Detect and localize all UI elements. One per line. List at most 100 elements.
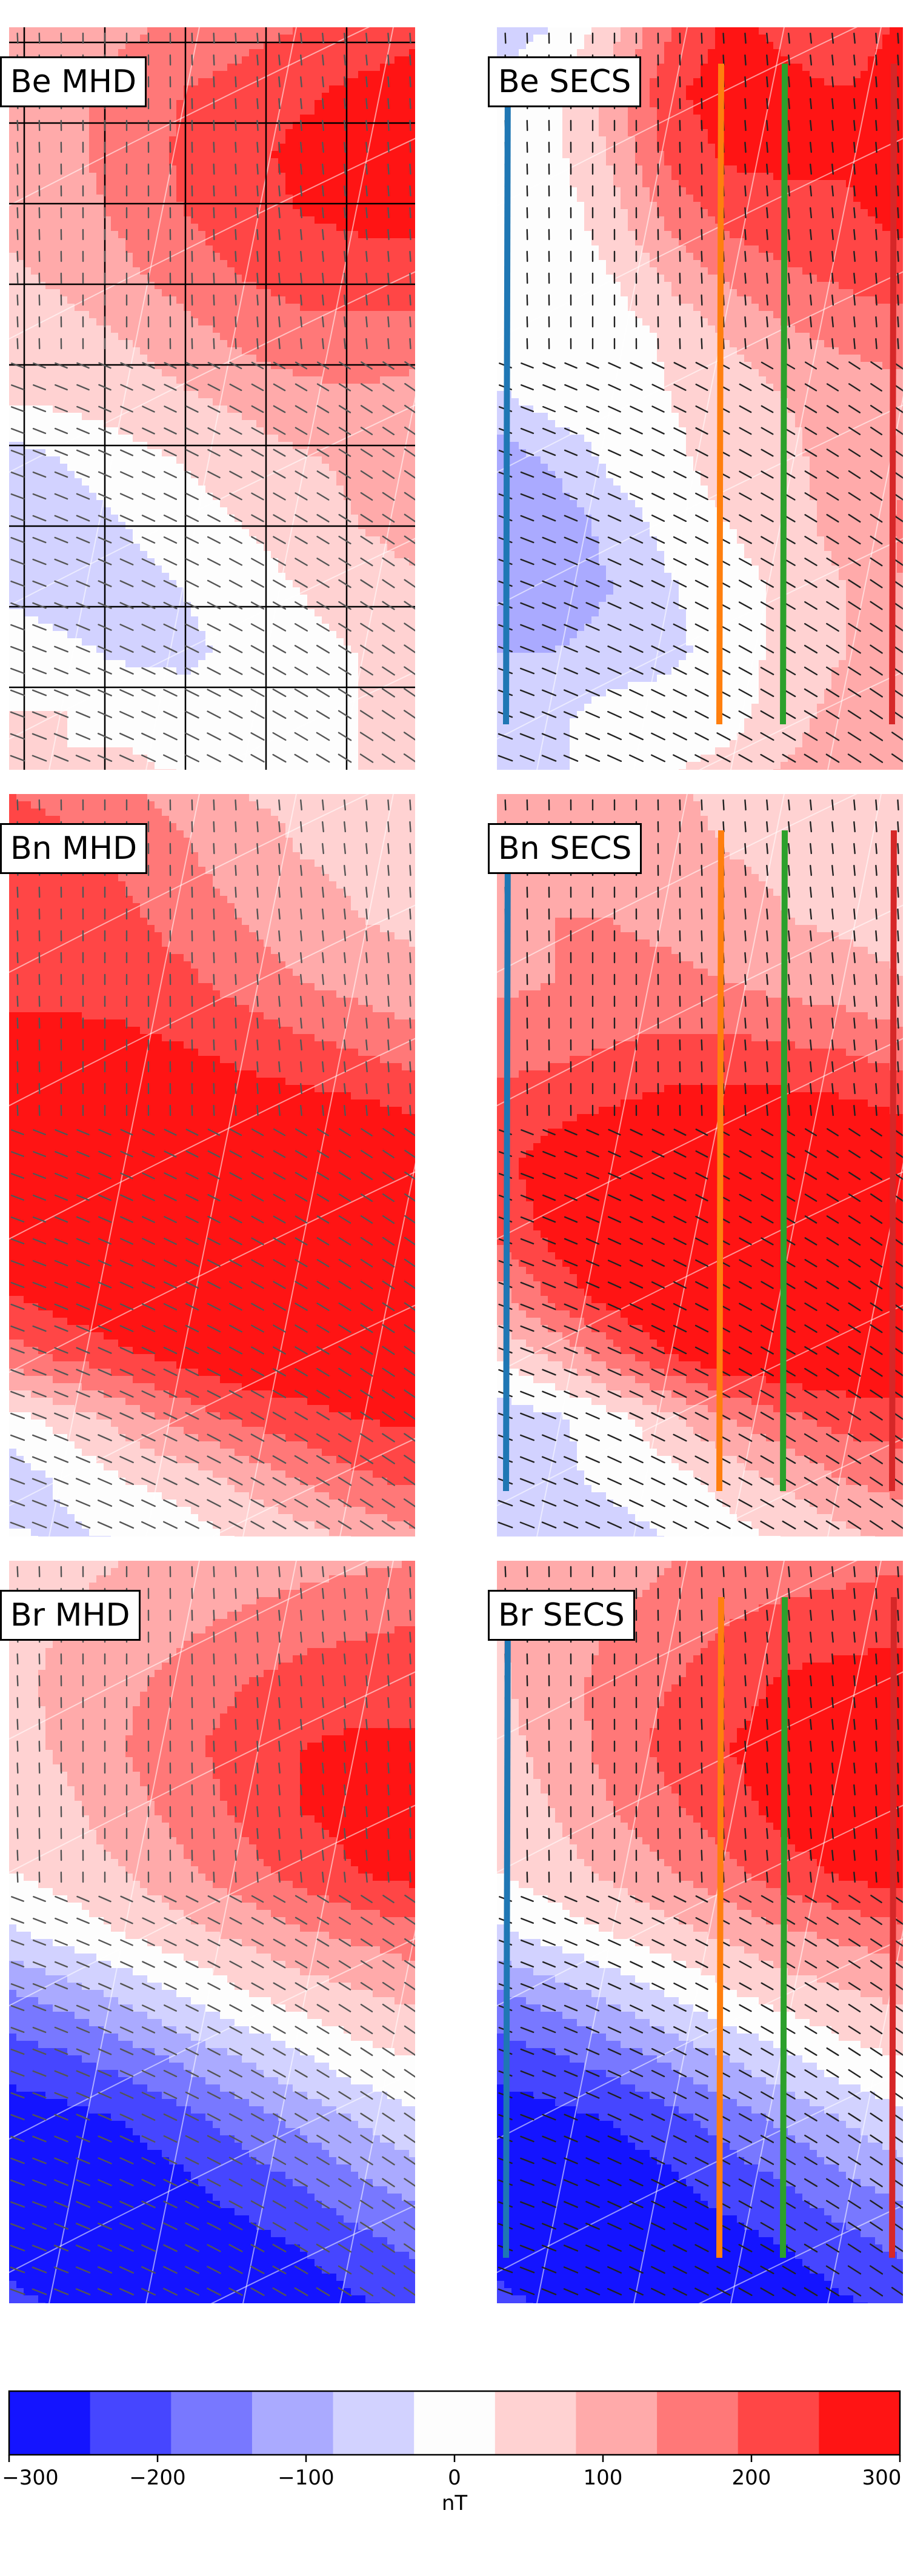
contour-cell: [155, 631, 162, 639]
contour-cell: [387, 376, 395, 384]
contour-cell: [322, 224, 330, 232]
contour-cell: [395, 245, 402, 253]
contour-cell: [169, 115, 177, 122]
contour-cell: [53, 42, 61, 50]
contour-cell: [307, 231, 315, 239]
contour-cell: [9, 544, 17, 552]
contour-cell: [213, 238, 221, 246]
contour-cell: [351, 638, 359, 646]
contour-cell: [133, 544, 141, 552]
contour-cell: [111, 420, 119, 428]
contour-cell: [38, 136, 46, 144]
contour-cell: [373, 318, 381, 326]
contour-cell: [409, 42, 415, 50]
contour-cell: [351, 667, 359, 675]
contour-cell: [140, 151, 148, 159]
contour-cell: [75, 638, 82, 646]
contour-cell: [235, 398, 242, 406]
contour-cell: [82, 42, 90, 50]
contour-cell: [256, 136, 264, 144]
contour-cell: [344, 529, 351, 537]
contour-cell: [256, 391, 264, 399]
contour-cell: [402, 180, 410, 188]
contour-cell: [264, 595, 271, 602]
contour-cell: [89, 216, 97, 224]
contour-cell: [380, 245, 388, 253]
contour-cell: [198, 253, 206, 261]
contour-cell: [380, 165, 388, 173]
contour-cell: [380, 42, 388, 50]
contour-cell: [155, 355, 162, 362]
contour-cell: [285, 333, 293, 341]
contour-cell: [358, 435, 366, 442]
contour-cell: [111, 529, 119, 537]
contour-cell: [96, 267, 104, 275]
contour-cell: [395, 304, 402, 312]
contour-cell: [402, 35, 410, 42]
contour-cell: [191, 369, 199, 377]
contour-cell: [329, 224, 337, 232]
contour-cell: [45, 384, 53, 392]
contour-cell: [264, 624, 271, 632]
contour-cell: [271, 456, 279, 464]
contour-cell: [235, 595, 242, 602]
contour-cell: [118, 347, 126, 355]
contour-cell: [198, 216, 206, 224]
contour-cell: [111, 449, 119, 457]
contour-cell: [31, 325, 39, 333]
contour-cell: [322, 616, 330, 624]
contour-cell: [75, 507, 82, 515]
contour-cell: [329, 624, 337, 632]
contour-cell: [118, 151, 126, 159]
contour-cell: [227, 165, 235, 173]
contour-cell: [358, 551, 366, 559]
contour-cell: [31, 486, 39, 493]
contour-cell: [322, 456, 330, 464]
contour-cell: [67, 318, 75, 326]
contour-cell: [351, 544, 359, 552]
contour-cell: [53, 158, 61, 166]
contour-cell: [140, 551, 148, 559]
contour-cell: [169, 85, 177, 93]
contour-cell: [155, 515, 162, 522]
contour-cell: [358, 325, 366, 333]
contour-cell: [351, 282, 359, 290]
contour-cell: [67, 151, 75, 159]
contour-cell: [75, 653, 82, 661]
contour-cell: [278, 413, 286, 421]
contour-cell: [242, 405, 250, 413]
contour-cell: [162, 64, 170, 72]
contour-cell: [133, 493, 141, 501]
contour-cell: [329, 260, 337, 268]
contour-cell: [220, 64, 228, 72]
contour-cell: [387, 136, 395, 144]
contour-cell: [16, 420, 24, 428]
contour-cell: [227, 435, 235, 442]
contour-cell: [264, 529, 271, 537]
contour-cell: [205, 158, 213, 166]
contour-cell: [162, 56, 170, 64]
contour-cell: [300, 260, 308, 268]
contour-cell: [16, 413, 24, 421]
contour-cell: [227, 180, 235, 188]
contour-cell: [111, 362, 119, 370]
contour-cell: [133, 551, 141, 559]
contour-cell: [365, 195, 373, 202]
contour-cell: [278, 544, 286, 552]
contour-cell: [256, 376, 264, 384]
contour-cell: [45, 216, 53, 224]
contour-cell: [53, 296, 61, 304]
contour-cell: [176, 289, 184, 297]
contour-cell: [256, 544, 264, 552]
contour-cell: [307, 100, 315, 108]
contour-cell: [162, 49, 170, 57]
contour-cell: [111, 544, 119, 552]
contour-cell: [213, 289, 221, 297]
contour-cell: [67, 311, 75, 319]
contour-cell: [140, 376, 148, 384]
contour-cell: [336, 42, 344, 50]
contour-cell: [169, 151, 177, 159]
contour-cell: [329, 78, 337, 86]
contour-cell: [336, 456, 344, 464]
contour-cell: [176, 376, 184, 384]
